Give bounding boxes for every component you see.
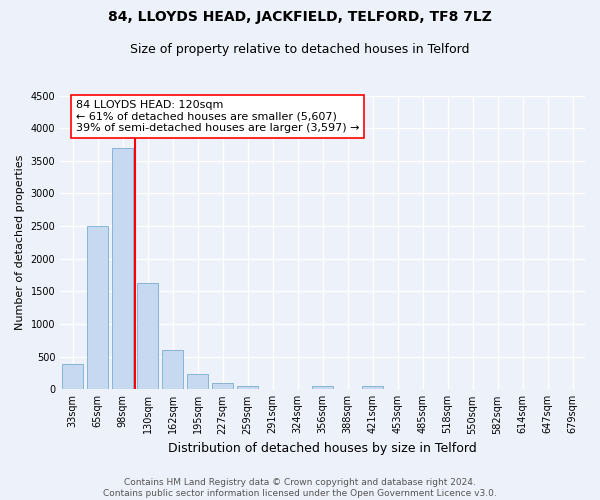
Text: Contains HM Land Registry data © Crown copyright and database right 2024.
Contai: Contains HM Land Registry data © Crown c… [103, 478, 497, 498]
Bar [137, 283, 158, 390]
Bar [237, 386, 258, 390]
Bar [162, 350, 183, 390]
Bar [362, 386, 383, 390]
Bar [87, 226, 108, 390]
Bar [62, 364, 83, 390]
Bar [212, 383, 233, 390]
X-axis label: Distribution of detached houses by size in Telford: Distribution of detached houses by size … [168, 442, 477, 455]
Text: Size of property relative to detached houses in Telford: Size of property relative to detached ho… [130, 42, 470, 56]
Y-axis label: Number of detached properties: Number of detached properties [15, 154, 25, 330]
Text: 84 LLOYDS HEAD: 120sqm
← 61% of detached houses are smaller (5,607)
39% of semi-: 84 LLOYDS HEAD: 120sqm ← 61% of detached… [76, 100, 359, 133]
Bar [312, 386, 333, 390]
Bar [187, 374, 208, 390]
Text: 84, LLOYDS HEAD, JACKFIELD, TELFORD, TF8 7LZ: 84, LLOYDS HEAD, JACKFIELD, TELFORD, TF8… [108, 10, 492, 24]
Bar [112, 148, 133, 390]
